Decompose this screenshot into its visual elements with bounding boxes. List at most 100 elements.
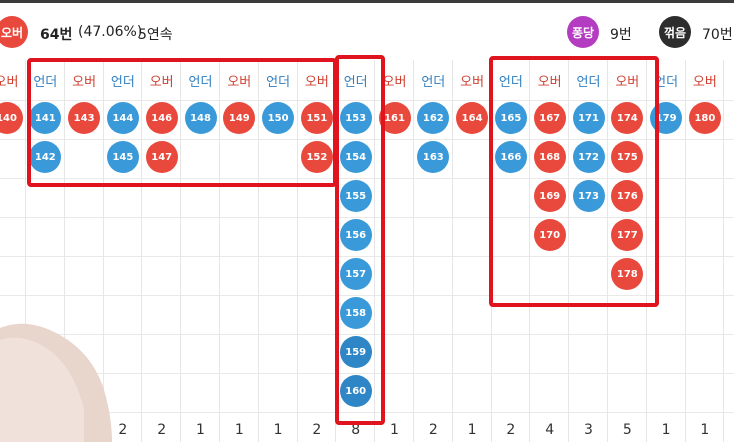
column-header: 오버: [149, 74, 174, 90]
column-count: 5: [622, 422, 632, 438]
grid-column: [375, 60, 414, 442]
column-header: 언더: [33, 74, 58, 90]
column-count: 1: [661, 422, 671, 438]
grid-row-line: [0, 334, 734, 335]
pung-count: 9번: [610, 27, 632, 43]
grid-row-line: [0, 256, 734, 257]
result-ball: 176: [611, 180, 644, 212]
highlight-box-left: [27, 58, 337, 187]
result-ball: 147: [145, 141, 178, 173]
grid-column: [181, 60, 220, 442]
column-header: 언더: [266, 74, 291, 90]
top-divider: [0, 0, 734, 3]
result-ball: 143: [68, 102, 101, 134]
result-ball: 177: [611, 219, 644, 251]
over-percentage: (47.06%): [78, 24, 143, 40]
grid-row-line: [0, 100, 734, 101]
column-count: 1: [234, 422, 244, 438]
column-count: 2: [428, 422, 438, 438]
result-ball: 165: [494, 102, 527, 134]
result-ball: 153: [339, 102, 372, 134]
column-count: 3: [584, 422, 593, 438]
result-ball: 145: [106, 141, 139, 173]
result-ball: 163: [417, 141, 450, 173]
result-ball: 158: [339, 297, 372, 329]
column-header: 언더: [188, 74, 213, 90]
result-grid: 오버140언더141142오버143언더1441452오버1461472언더14…: [0, 60, 734, 442]
result-ball: 167: [533, 102, 566, 134]
column-header: 오버: [72, 74, 97, 90]
highlight-box-right: [489, 56, 659, 307]
column-header: 언더: [498, 74, 523, 90]
over-streak: 5연속: [138, 27, 173, 43]
column-header: 오버: [692, 74, 717, 90]
grid-row-line: [0, 373, 734, 374]
result-ball: 157: [339, 258, 372, 290]
column-header: 오버: [0, 74, 19, 90]
over-badge: 오버: [0, 16, 28, 48]
column-header: 오버: [382, 74, 407, 90]
grid-column: [530, 60, 570, 442]
result-ball: 154: [339, 141, 372, 173]
grid-column: [103, 60, 143, 442]
grid-row-line: [0, 139, 734, 140]
column-count: 2: [506, 422, 516, 438]
column-count: 2: [312, 422, 322, 438]
column-header: 오버: [304, 74, 329, 90]
result-ball: 144: [106, 102, 139, 134]
presenter-shoulder: [0, 323, 112, 442]
grid-column: [569, 60, 608, 442]
result-ball: 141: [29, 102, 62, 134]
column-header: 오버: [227, 74, 252, 90]
grid-column: [26, 60, 65, 442]
grid-column: [0, 60, 26, 442]
result-ball: 175: [611, 141, 644, 173]
column-count: 4: [545, 422, 555, 438]
result-ball: 148: [184, 102, 217, 134]
column-count: 1: [196, 422, 205, 438]
gyeok-badge: 꺾음: [659, 16, 691, 48]
result-ball: 164: [456, 102, 489, 134]
column-count: 8: [351, 422, 361, 438]
result-ball: 152: [300, 141, 333, 173]
grid-row-line: [0, 217, 734, 218]
stats-header: 오버 64번 (47.06%) 5연속 퐁당 9번 꺾음 70번: [0, 0, 734, 60]
result-ball: 171: [572, 102, 605, 134]
grid-row-line: [0, 412, 734, 413]
result-ball: 162: [417, 102, 450, 134]
result-ball: 149: [223, 102, 256, 134]
grid-column: [259, 60, 298, 442]
grid-column: [491, 60, 531, 442]
grid-row-line: [0, 178, 734, 179]
result-ball: 156: [339, 219, 372, 251]
grid-column: [647, 60, 686, 442]
result-ball: 169: [533, 180, 566, 212]
result-ball: 172: [572, 141, 605, 173]
result-ball: 180: [688, 102, 721, 134]
column-header: 언더: [421, 74, 446, 90]
over-count: 64번: [40, 27, 73, 43]
result-ball: 173: [572, 180, 605, 212]
grid-row-line: [0, 295, 734, 296]
column-header: 언더: [110, 74, 135, 90]
column-count: 1: [700, 422, 710, 438]
column-header: 오버: [537, 74, 562, 90]
column-header: 언더: [343, 74, 368, 90]
result-ball: 159: [339, 336, 372, 368]
result-ball: 151: [300, 102, 333, 134]
result-ball: 160: [339, 375, 372, 407]
column-count: 2: [118, 422, 128, 438]
result-ball: 140: [0, 102, 23, 134]
result-ball: 150: [262, 102, 295, 134]
grid-column: [65, 60, 104, 442]
result-ball: 174: [611, 102, 644, 134]
column-count: 1: [390, 422, 399, 438]
result-ball: 142: [29, 141, 62, 173]
grid-column: [220, 60, 259, 442]
gyeok-count: 70번: [702, 27, 733, 43]
result-ball: 155: [339, 180, 372, 212]
column-header: 오버: [460, 74, 485, 90]
column-header: 오버: [615, 74, 640, 90]
grid-column: [142, 60, 182, 442]
result-ball: 168: [533, 141, 566, 173]
